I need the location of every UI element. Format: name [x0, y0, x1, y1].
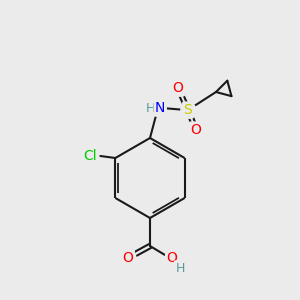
Text: O: O	[123, 251, 134, 265]
Text: N: N	[155, 101, 165, 115]
Text: O: O	[172, 81, 183, 95]
Text: H: H	[175, 262, 185, 275]
Text: O: O	[167, 251, 177, 265]
Text: S: S	[184, 103, 192, 117]
Text: H: H	[145, 101, 155, 115]
Text: O: O	[172, 81, 183, 95]
Text: N: N	[155, 101, 165, 115]
Text: Cl: Cl	[83, 149, 97, 163]
Text: O: O	[123, 251, 134, 265]
Text: S: S	[184, 103, 192, 117]
Text: O: O	[190, 123, 201, 137]
Text: H: H	[145, 101, 155, 115]
Text: Cl: Cl	[83, 149, 97, 163]
Text: O: O	[190, 123, 201, 137]
Text: O: O	[167, 251, 177, 265]
Text: H: H	[175, 262, 185, 275]
